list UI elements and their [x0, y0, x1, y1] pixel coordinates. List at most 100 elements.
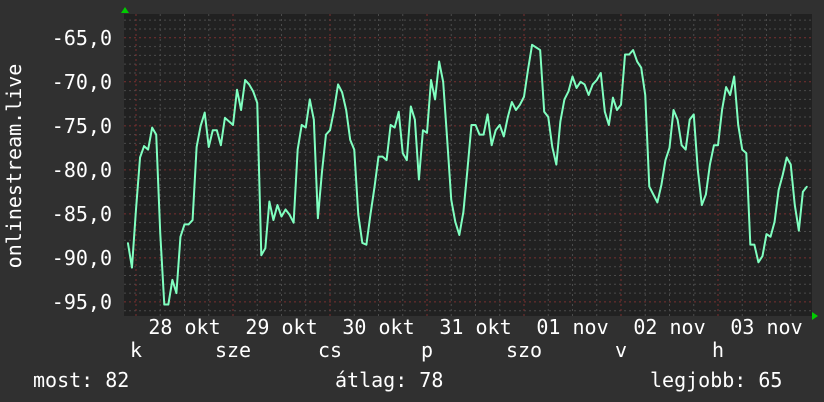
- data-point: [616, 109, 618, 111]
- data-point: [494, 129, 497, 132]
- data-point: [478, 133, 481, 136]
- x-tick-date-label: 31 okt: [439, 315, 511, 339]
- data-point: [688, 118, 691, 121]
- data-point: [604, 110, 606, 113]
- x-tick-date-label: 02 nov: [633, 315, 705, 339]
- data-point: [349, 139, 352, 141]
- data-point: [199, 125, 202, 127]
- data-point: [151, 126, 153, 129]
- data-point: [418, 178, 420, 181]
- data-point: [127, 242, 129, 244]
- data-point: [664, 159, 667, 161]
- data-point: [405, 159, 408, 161]
- data-point: [591, 83, 594, 86]
- data-point: [228, 120, 230, 123]
- data-point: [159, 232, 162, 235]
- data-point: [785, 156, 788, 159]
- legend-average: átlag: 78: [335, 368, 444, 392]
- data-point: [640, 66, 643, 69]
- data-point: [672, 109, 675, 111]
- data-point: [636, 60, 638, 63]
- data-point: [462, 211, 465, 213]
- data-point: [555, 163, 558, 166]
- data-point: [268, 200, 271, 203]
- data-point: [737, 124, 740, 126]
- data-point: [167, 303, 170, 306]
- data-point: [171, 279, 174, 281]
- y-tick-label: -80,0: [52, 158, 112, 182]
- data-point: [365, 243, 368, 246]
- data-point: [620, 103, 622, 106]
- data-point: [579, 80, 582, 83]
- data-point: [571, 75, 574, 78]
- series-line: [126, 43, 808, 306]
- data-point: [498, 124, 501, 126]
- y-axis: -65,0 -70,0 -75,0 -80,0 -85,0 -90,0 -95,0: [52, 26, 112, 314]
- data-point: [361, 242, 364, 244]
- data-point: [147, 148, 149, 151]
- data-point: [292, 221, 295, 224]
- data-point: [317, 217, 319, 220]
- data-point: [583, 83, 586, 86]
- data-point: [474, 124, 477, 126]
- data-point: [183, 223, 186, 226]
- data-point: [191, 219, 194, 221]
- data-point: [660, 184, 663, 186]
- data-point: [793, 204, 796, 206]
- data-point: [644, 94, 647, 96]
- x-tick-date-label: 03 nov: [730, 315, 802, 339]
- x-tick-weekday-label: sze: [215, 338, 251, 362]
- data-point: [414, 118, 416, 121]
- data-point: [280, 215, 283, 218]
- data-point: [313, 118, 315, 121]
- data-point: [304, 126, 307, 129]
- data-point: [470, 124, 473, 126]
- y-tick-label: -70,0: [52, 70, 112, 94]
- data-point: [381, 155, 384, 158]
- data-point: [511, 101, 513, 103]
- data-point: [377, 155, 380, 158]
- data-point: [179, 235, 182, 238]
- data-point: [684, 148, 687, 151]
- data-point: [357, 213, 360, 216]
- data-point: [486, 113, 489, 116]
- data-point: [373, 186, 376, 189]
- y-tick-label: -75,0: [52, 114, 112, 138]
- data-point: [260, 254, 263, 257]
- data-point: [676, 118, 679, 121]
- data-point: [595, 79, 598, 81]
- data-point: [515, 109, 517, 111]
- x-tick-weekday-label: h: [712, 338, 724, 362]
- data-point: [599, 72, 602, 74]
- data-point: [256, 102, 259, 104]
- data-point: [668, 147, 671, 149]
- legend-best: legjobb: 65: [650, 368, 783, 392]
- data-point: [345, 109, 347, 111]
- y-axis-label: onlinestream.live: [2, 64, 26, 269]
- data-point: [272, 219, 275, 221]
- data-point: [551, 146, 554, 148]
- data-point: [211, 129, 214, 132]
- data-point: [559, 120, 562, 123]
- data-point: [749, 243, 752, 246]
- data-point: [224, 117, 226, 119]
- data-point: [252, 90, 255, 93]
- data-point: [434, 98, 436, 101]
- data-point: [430, 79, 432, 81]
- data-point: [337, 83, 339, 86]
- x-tick-date-label: 28 okt: [148, 315, 220, 339]
- data-point: [781, 174, 784, 176]
- data-point: [135, 208, 137, 211]
- data-point: [628, 53, 630, 56]
- data-point: [632, 49, 634, 51]
- y-tick-label: -85,0: [52, 202, 112, 226]
- data-point: [531, 44, 533, 46]
- data-point: [789, 163, 792, 166]
- data-point: [341, 91, 343, 94]
- data-point: [680, 144, 683, 146]
- x-axis-arrow-icon: [812, 312, 818, 320]
- data-point: [753, 243, 756, 246]
- data-point: [527, 68, 529, 71]
